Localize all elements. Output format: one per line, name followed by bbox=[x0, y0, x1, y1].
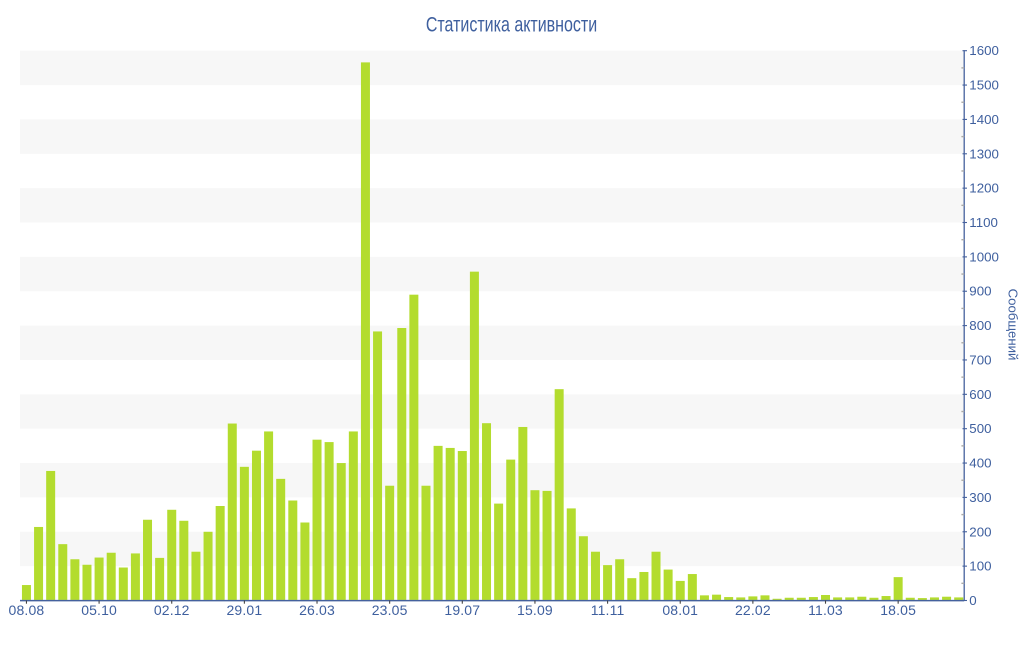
svg-text:200: 200 bbox=[969, 524, 991, 539]
svg-text:700: 700 bbox=[969, 352, 991, 367]
svg-text:11.11: 11.11 bbox=[591, 602, 625, 618]
svg-text:500: 500 bbox=[969, 421, 991, 436]
svg-text:1500: 1500 bbox=[969, 78, 999, 93]
svg-text:02.12: 02.12 bbox=[154, 602, 190, 618]
svg-text:800: 800 bbox=[969, 318, 991, 333]
svg-text:Статистика активности: Статистика активности bbox=[426, 13, 597, 37]
svg-text:1200: 1200 bbox=[969, 181, 999, 196]
svg-text:15.09: 15.09 bbox=[517, 602, 553, 618]
svg-text:1100: 1100 bbox=[969, 215, 998, 230]
svg-text:26.03: 26.03 bbox=[299, 602, 335, 618]
svg-text:29.01: 29.01 bbox=[226, 602, 262, 618]
svg-text:08.01: 08.01 bbox=[662, 602, 698, 618]
svg-text:22.02: 22.02 bbox=[735, 602, 771, 618]
svg-text:05.10: 05.10 bbox=[81, 602, 117, 618]
svg-text:100: 100 bbox=[969, 559, 991, 574]
svg-text:1400: 1400 bbox=[969, 112, 999, 127]
svg-text:900: 900 bbox=[969, 284, 991, 299]
svg-text:19.07: 19.07 bbox=[444, 602, 480, 618]
svg-text:300: 300 bbox=[969, 490, 991, 505]
svg-text:1600: 1600 bbox=[969, 43, 999, 58]
svg-text:Сообщений: Сообщений bbox=[1005, 289, 1020, 361]
svg-text:0: 0 bbox=[969, 593, 976, 608]
svg-text:1000: 1000 bbox=[969, 249, 999, 264]
svg-text:400: 400 bbox=[969, 456, 991, 471]
svg-text:600: 600 bbox=[969, 387, 991, 402]
svg-text:08.08: 08.08 bbox=[9, 602, 45, 618]
svg-text:18.05: 18.05 bbox=[880, 602, 916, 618]
svg-text:11.03: 11.03 bbox=[808, 602, 843, 618]
svg-text:23.05: 23.05 bbox=[372, 602, 408, 618]
svg-text:1300: 1300 bbox=[969, 146, 999, 161]
